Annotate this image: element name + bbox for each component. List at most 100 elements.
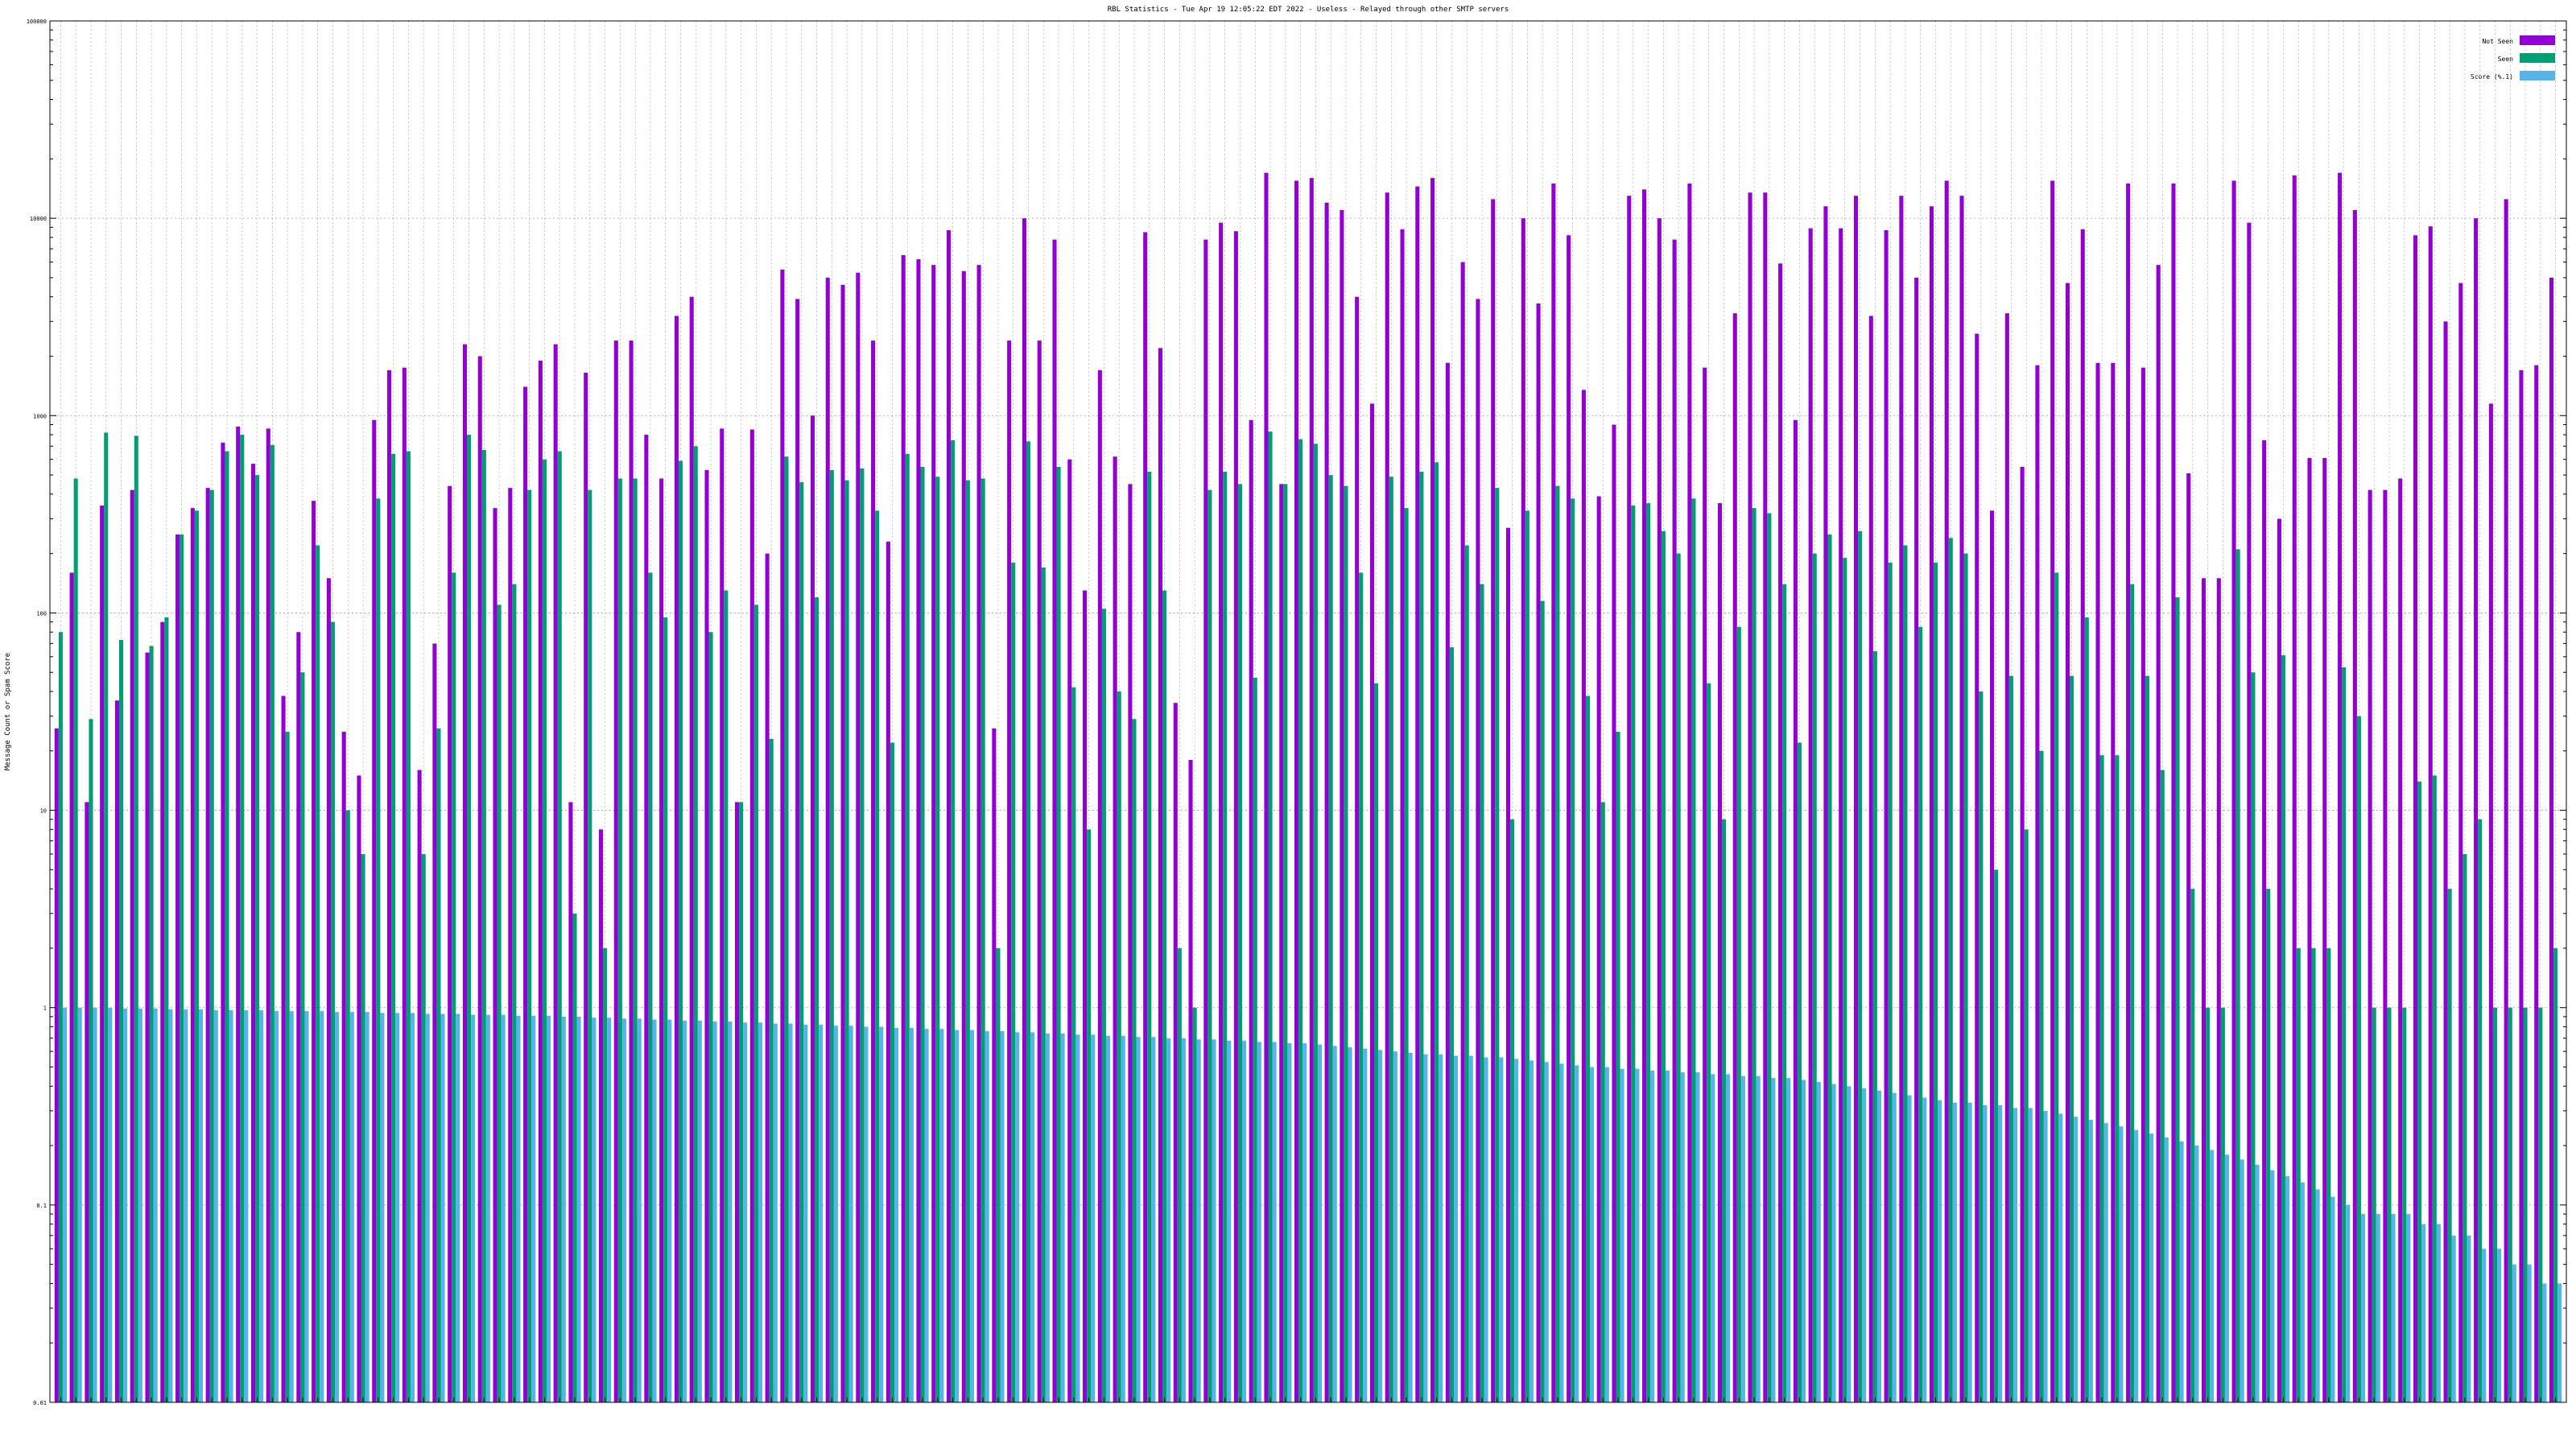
bar-score <box>576 1016 581 1402</box>
bar-seen <box>2070 675 2074 1402</box>
bar-score <box>1348 1046 1352 1402</box>
bar-score <box>1544 1062 1549 1402</box>
bar-seen <box>557 451 562 1403</box>
bar-seen <box>1540 601 1545 1402</box>
bar-not-seen <box>1476 299 1480 1403</box>
bar-score <box>592 1018 597 1402</box>
bar-not-seen <box>357 775 361 1402</box>
bar-not-seen <box>1732 313 1737 1402</box>
bar-not-seen <box>2398 478 2403 1402</box>
bar-seen <box>194 510 199 1402</box>
bar-not-seen <box>840 284 845 1402</box>
bar-seen <box>1661 530 1666 1402</box>
bar-not-seen <box>992 728 997 1402</box>
legend-label: Not Seen <box>2482 38 2513 45</box>
bar-score <box>1423 1054 1428 1402</box>
bar-seen <box>2311 947 2316 1402</box>
bar-seen <box>436 728 441 1402</box>
bar-seen <box>2099 755 2104 1402</box>
bar-not-seen <box>961 270 966 1402</box>
bar-not-seen <box>2111 362 2116 1402</box>
bar-not-seen <box>508 488 513 1402</box>
bar-score <box>955 1030 960 1402</box>
bar-score <box>1892 1092 1897 1402</box>
bar-seen <box>330 621 336 1402</box>
bar-score <box>2164 1137 2169 1402</box>
bar-seen <box>1797 742 1802 1402</box>
bar-seen <box>270 444 275 1402</box>
bar-seen <box>1646 503 1651 1403</box>
bar-score <box>1196 1039 1201 1402</box>
bar-seen <box>2130 584 2135 1402</box>
bar-seen <box>1268 431 1273 1402</box>
bar-not-seen <box>462 344 468 1402</box>
bar-score <box>2467 1235 2471 1402</box>
bar-not-seen <box>2474 218 2479 1403</box>
bar-seen <box>2008 675 2013 1402</box>
bar-seen <box>920 466 925 1402</box>
bar-not-seen <box>1188 759 1193 1402</box>
bar-score <box>425 1013 430 1402</box>
bar-not-seen <box>1959 196 1964 1403</box>
bar-not-seen <box>205 488 210 1402</box>
bar-score <box>2119 1126 2124 1402</box>
bar-not-seen <box>1521 218 1525 1403</box>
bar-score <box>1907 1095 1912 1402</box>
bar-not-seen <box>1067 459 1072 1402</box>
bar-not-seen <box>2307 457 2312 1402</box>
bar-not-seen <box>1975 333 1979 1402</box>
bar-seen <box>2115 755 2120 1402</box>
bar-seen <box>180 534 184 1402</box>
legend-swatch <box>2520 53 2555 63</box>
bar-seen <box>2538 1007 2543 1402</box>
bar-score <box>2224 1154 2229 1402</box>
bar-not-seen <box>886 541 890 1402</box>
bar-not-seen <box>1687 183 1692 1402</box>
bar-not-seen <box>2368 489 2372 1402</box>
bar-not-seen <box>2504 199 2508 1402</box>
bar-seen <box>361 853 365 1402</box>
bar-seen <box>1237 484 1243 1402</box>
bar-not-seen <box>2080 229 2085 1402</box>
bar-seen <box>2508 1007 2512 1402</box>
bar-score <box>728 1022 733 1402</box>
bar-seen <box>1328 475 1333 1402</box>
bar-score <box>1801 1080 1806 1402</box>
bar-not-seen <box>1581 390 1586 1402</box>
bar-seen <box>633 478 638 1402</box>
y-tick-label: 0.1 <box>36 1203 47 1209</box>
bar-seen <box>2417 781 2422 1402</box>
bar-score <box>2240 1159 2244 1402</box>
y-tick-label: 100000 <box>27 19 47 25</box>
bar-not-seen <box>1596 496 1601 1402</box>
bar-seen <box>1827 534 1832 1402</box>
bar-seen <box>1722 819 1727 1402</box>
bar-not-seen <box>145 652 150 1402</box>
bar-score <box>2451 1235 2456 1402</box>
bar-not-seen <box>1279 484 1284 1402</box>
bar-not-seen <box>1324 202 1329 1402</box>
bar-not-seen <box>281 696 286 1402</box>
bar-seen <box>905 453 910 1402</box>
bar-not-seen <box>266 428 270 1402</box>
bar-score <box>1468 1055 1473 1402</box>
bar-seen <box>1948 538 1953 1403</box>
bar-not-seen <box>1944 180 1949 1403</box>
bar-not-seen <box>1914 277 1919 1402</box>
bar-seen <box>89 719 93 1402</box>
bar-not-seen <box>871 341 876 1403</box>
bar-not-seen <box>765 553 770 1402</box>
bar-seen <box>1994 869 1999 1402</box>
bar-score <box>1045 1033 1050 1402</box>
bar-not-seen <box>856 272 861 1403</box>
bar-score <box>2300 1182 2305 1402</box>
bar-seen <box>1600 802 1605 1402</box>
bar-score <box>2482 1249 2487 1402</box>
bar-seen <box>844 480 849 1402</box>
bar-seen <box>2039 750 2044 1402</box>
bar-seen <box>693 446 698 1403</box>
bar-seen <box>391 453 396 1402</box>
bar-score <box>1559 1063 1564 1402</box>
bar-not-seen <box>931 265 936 1403</box>
